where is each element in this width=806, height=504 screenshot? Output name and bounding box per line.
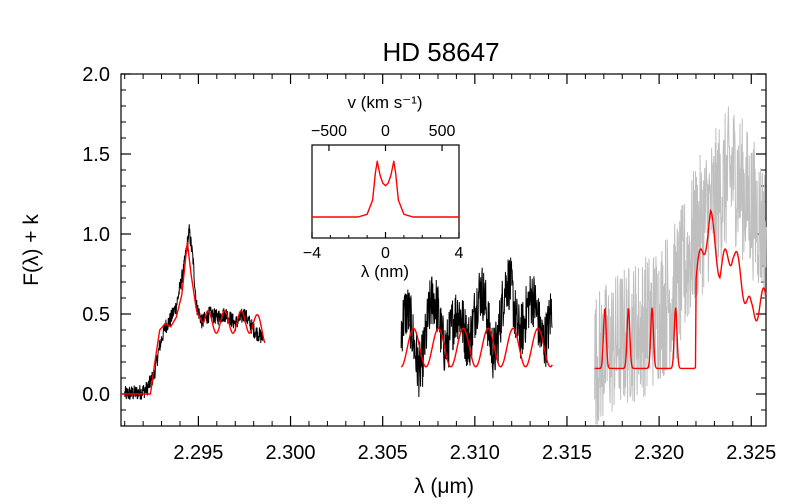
y-tick-label: 0.0 (82, 384, 110, 406)
series-line-3 (121, 241, 266, 395)
inset-bottom-tick-label: 0 (381, 245, 390, 262)
chart-title: HD 58647 (382, 37, 499, 67)
inset-series (312, 160, 459, 218)
series-line-5 (594, 208, 767, 370)
inset-top-tick-label: 500 (429, 123, 456, 140)
y-tick-label: 0.5 (82, 304, 110, 326)
inset-top-tick-label: −500 (311, 123, 347, 140)
inset-frame (311, 144, 460, 239)
y-axis-label: F(λ) + k (20, 214, 43, 286)
inset-top-axis-label: v (km s⁻¹) (347, 93, 422, 112)
x-tick-label: 2.295 (173, 442, 223, 464)
x-axis-label: λ (μm) (414, 475, 474, 498)
inset-bottom-axis-label: λ (nm) (361, 262, 409, 281)
series-line-4 (400, 327, 553, 368)
series-line-2 (594, 106, 767, 425)
spectrum-series (121, 106, 767, 425)
inset-plot: v (km s⁻¹) λ (nm) −4 0 4 −500 0 500 (303, 93, 464, 281)
x-tick-label: 2.320 (634, 442, 684, 464)
inset-top-tick-label: 0 (381, 123, 390, 140)
series-line-1 (400, 257, 553, 397)
y-tick-label: 2.0 (82, 64, 110, 86)
y-tick-label: 1.5 (82, 144, 110, 166)
inset-axes: −4 0 4 −500 0 500 (303, 123, 464, 262)
x-tick-label: 2.310 (450, 442, 500, 464)
inset-profile-line (312, 160, 459, 218)
x-tick-label: 2.305 (358, 442, 408, 464)
series-line-0 (124, 224, 264, 400)
x-tick-label: 2.300 (266, 442, 316, 464)
inset-bottom-tick-label: −4 (303, 245, 321, 262)
x-axis: 2.295 2.300 2.305 2.310 2.315 2.320 2.325 (124, 74, 776, 464)
inset-bottom-tick-label: 4 (455, 245, 464, 262)
x-tick-label: 2.325 (726, 442, 776, 464)
x-tick-label: 2.315 (542, 442, 592, 464)
y-tick-label: 1.0 (82, 224, 110, 246)
